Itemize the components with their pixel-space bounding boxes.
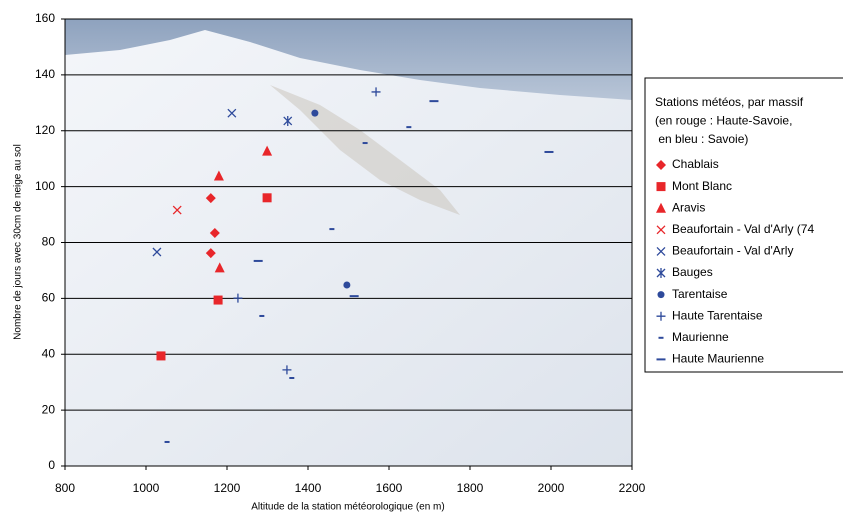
legend-label: Beaufortain - Val d'Arly (74 bbox=[672, 222, 814, 236]
x-tick-label: 1400 bbox=[295, 481, 322, 495]
x-tick-label: 1600 bbox=[376, 481, 403, 495]
legend-label: Beaufortain - Val d'Arly bbox=[672, 244, 793, 258]
legend-label: Mont Blanc bbox=[672, 179, 732, 193]
legend-marker bbox=[657, 291, 665, 299]
legend-label: Tarentaise bbox=[672, 287, 728, 301]
data-point bbox=[205, 193, 216, 204]
data-point bbox=[205, 248, 216, 259]
legend-title: en bleu : Savoie) bbox=[655, 132, 748, 146]
legend-title: Stations météos, par massif bbox=[655, 95, 804, 109]
data-point bbox=[213, 295, 223, 305]
x-axis-title: Altitude de la station météorologique (e… bbox=[251, 502, 444, 513]
y-tick-label: 0 bbox=[48, 458, 55, 472]
legend-label: Bauges bbox=[672, 265, 713, 279]
legend: Stations météos, par massif (en rouge : H… bbox=[655, 95, 814, 365]
y-tick-label: 20 bbox=[42, 402, 56, 416]
data-point bbox=[152, 247, 162, 257]
data-point bbox=[213, 170, 224, 181]
data-point bbox=[262, 193, 272, 203]
x-tick-label: 2000 bbox=[538, 481, 565, 495]
data-point bbox=[283, 115, 293, 126]
data-point bbox=[371, 87, 381, 97]
y-tick-label: 60 bbox=[42, 291, 56, 305]
x-tick-label: 1000 bbox=[133, 481, 160, 495]
data-point bbox=[311, 109, 319, 117]
legend-title: (en rouge : Haute-Savoie, bbox=[655, 114, 792, 128]
x-tick-label: 1200 bbox=[214, 481, 241, 495]
y-axis-title: Nombre de jours avec 30cm de neige au so… bbox=[13, 144, 24, 340]
y-tick-label: 140 bbox=[35, 67, 55, 81]
legend-label: Chablais bbox=[672, 157, 719, 171]
data-point bbox=[209, 228, 220, 239]
y-tick-label: 160 bbox=[35, 11, 55, 25]
legend-marker bbox=[656, 268, 666, 278]
legend-marker bbox=[656, 160, 666, 170]
legend-marker bbox=[656, 311, 666, 321]
x-tick-label: 1800 bbox=[457, 481, 484, 495]
data-point bbox=[156, 351, 166, 361]
legend-marker bbox=[656, 202, 666, 213]
legend-label: Haute Maurienne bbox=[672, 352, 764, 366]
legend-marker bbox=[656, 225, 666, 235]
data-point bbox=[172, 205, 182, 215]
legend-marker bbox=[656, 182, 666, 192]
legend-box bbox=[644, 77, 843, 373]
y-tick-label: 120 bbox=[35, 123, 55, 137]
legend-label: Haute Tarentaise bbox=[672, 308, 763, 322]
legend-label: Maurienne bbox=[672, 330, 729, 344]
data-point bbox=[282, 365, 292, 375]
legend-label: Aravis bbox=[672, 200, 705, 214]
x-tick-label: 2200 bbox=[619, 481, 646, 495]
data-point bbox=[227, 108, 237, 118]
data-point bbox=[233, 293, 243, 303]
y-tick-label: 80 bbox=[42, 235, 56, 249]
data-point bbox=[343, 281, 351, 289]
y-tick-label: 40 bbox=[42, 346, 56, 360]
data-point bbox=[214, 262, 225, 273]
data-point bbox=[262, 145, 273, 156]
legend-marker bbox=[656, 246, 666, 256]
y-tick-label: 100 bbox=[35, 179, 55, 193]
x-tick-label: 800 bbox=[55, 481, 75, 495]
